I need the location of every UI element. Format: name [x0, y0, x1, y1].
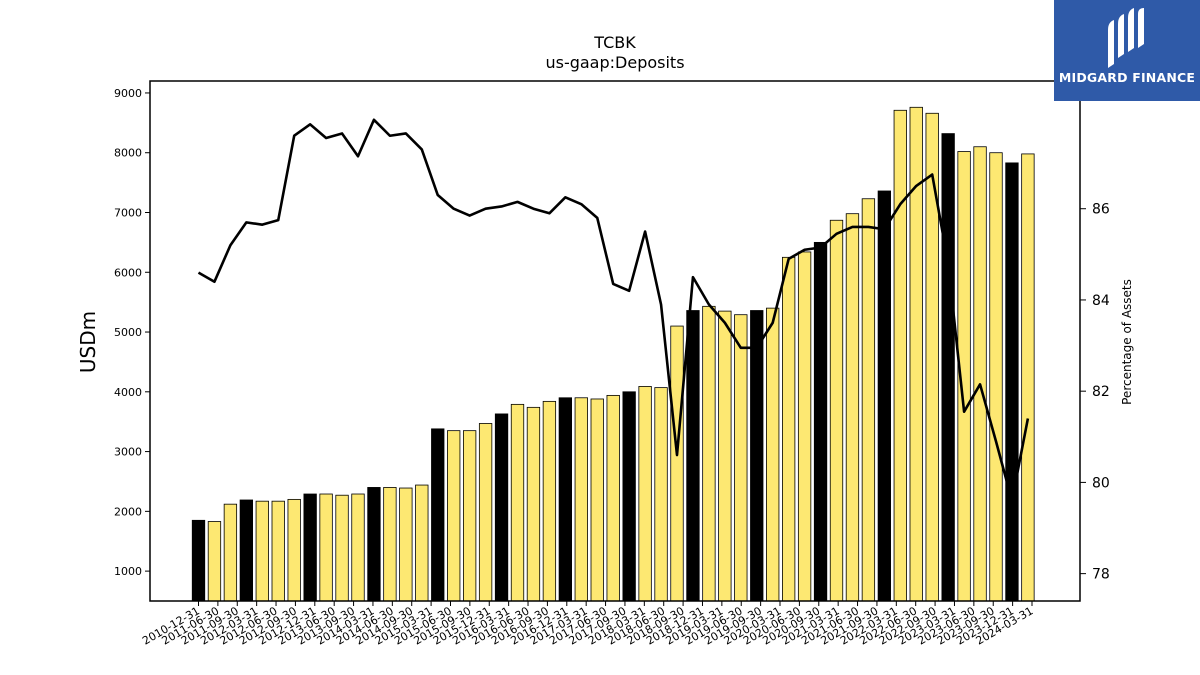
bar [590, 398, 604, 602]
bar [813, 241, 828, 602]
bar [447, 430, 461, 602]
bar [829, 219, 844, 602]
bar [989, 152, 1003, 602]
bar [670, 325, 684, 602]
y2-tick-label: 78 [1092, 567, 1110, 583]
y2-tick-label: 84 [1092, 293, 1110, 309]
midgard-logo-icon [1108, 8, 1144, 68]
bar [734, 314, 748, 602]
bar [207, 521, 222, 602]
bar [542, 400, 557, 602]
bar [797, 251, 812, 602]
y2-axis-ticks: 78 80 82 84 86 [1080, 202, 1110, 583]
bar [478, 423, 493, 602]
bar [766, 307, 780, 602]
bar [462, 430, 477, 602]
logo-text: MIDGARD FINANCE [1058, 70, 1196, 85]
bar [574, 397, 588, 602]
bar [303, 493, 317, 602]
bar [941, 133, 955, 602]
chart-title: TCBK [593, 33, 636, 52]
bar [271, 500, 285, 602]
y-tick-label: 3000 [114, 446, 142, 459]
y-tick-label: 5000 [114, 326, 142, 339]
bar [782, 256, 796, 602]
bars-group [191, 106, 1035, 602]
y-tick-label: 8000 [114, 147, 142, 160]
line-group [197, 118, 1030, 502]
y2-tick-label: 80 [1092, 475, 1110, 491]
bar [606, 394, 620, 602]
y-tick-label: 6000 [114, 266, 142, 279]
bar [638, 386, 652, 602]
plot-frame [149, 80, 1081, 602]
bar [399, 487, 413, 602]
y-tick-label: 1000 [114, 565, 142, 578]
y-tick-label: 2000 [114, 505, 142, 518]
bar [319, 493, 333, 602]
chart-subtitle: us-gaap:Deposits [545, 53, 684, 72]
bar [654, 387, 668, 602]
bar [686, 310, 700, 602]
y-tick-label: 7000 [114, 206, 142, 219]
y-tick-label: 9000 [114, 87, 142, 100]
bar [718, 310, 732, 602]
bar [367, 487, 381, 602]
bar [877, 190, 891, 602]
y2-axis-label: Percentage of Assets [1120, 279, 1134, 405]
bar [223, 503, 238, 602]
bar [702, 305, 716, 602]
bar [925, 112, 939, 602]
bar [239, 499, 254, 602]
y-axis-ticks: 1000 2000 3000 4000 5000 6000 7000 8000 9000 [114, 87, 150, 578]
brand-logo: MIDGARD FINANCE [1054, 0, 1200, 101]
bar [526, 406, 541, 602]
bar [255, 500, 269, 602]
bar [558, 397, 572, 602]
bar [622, 391, 636, 602]
y-tick-label: 4000 [114, 386, 142, 399]
bar [383, 487, 397, 602]
series-line [197, 118, 1030, 502]
bar [893, 109, 907, 602]
y2-tick-label: 82 [1092, 384, 1110, 400]
y-axis-label: USDm [76, 311, 100, 373]
bar [1021, 153, 1035, 602]
bar [351, 493, 365, 602]
bar [1005, 162, 1019, 602]
bar [494, 413, 509, 602]
bar [335, 494, 349, 602]
bar [510, 403, 525, 602]
bar [861, 198, 876, 602]
y2-tick-label: 86 [1092, 202, 1110, 218]
bar [415, 484, 429, 602]
bar [287, 498, 301, 602]
bar [431, 428, 445, 602]
x-axis-ticks: 2010-12-312011-06-302011-09-302012-03-31… [140, 601, 1036, 648]
bar [750, 310, 764, 602]
bar [973, 146, 987, 602]
bar [191, 519, 206, 602]
bar [845, 213, 860, 602]
